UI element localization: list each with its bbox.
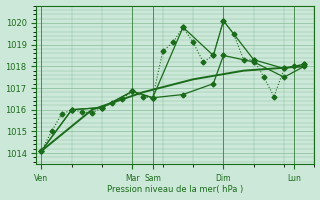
X-axis label: Pression niveau de la mer( hPa ): Pression niveau de la mer( hPa ) bbox=[107, 185, 244, 194]
